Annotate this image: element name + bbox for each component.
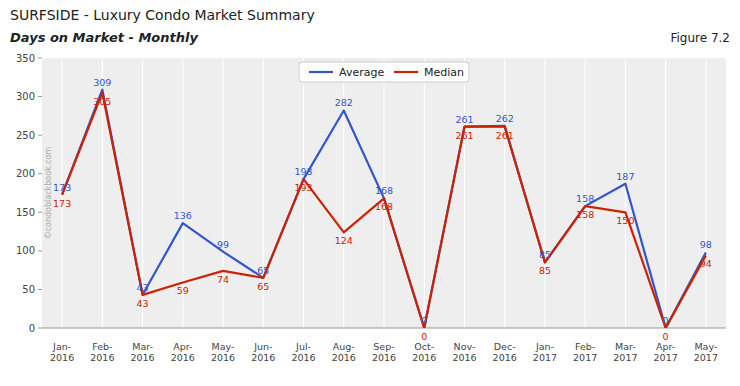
data-label: 158 [576, 193, 594, 204]
grid-line [223, 58, 224, 328]
data-label: 193 [294, 182, 312, 193]
y-tick [38, 250, 42, 251]
y-tick-label: 150 [16, 207, 35, 218]
y-tick [38, 328, 42, 329]
y-tick-label: 100 [16, 245, 35, 256]
x-tick-label: May-2017 [694, 341, 718, 363]
watermark: ©condoblackbook.com [44, 146, 53, 239]
y-tick [38, 135, 42, 136]
y-tick [38, 173, 42, 174]
lines-group [62, 90, 706, 328]
x-tick-label: Sep-2016 [372, 341, 396, 363]
y-tick-label: 250 [16, 130, 35, 141]
title: SURFSIDE - Luxury Condo Market Summary [10, 7, 315, 23]
chart-container: SURFSIDE - Luxury Condo Market Summary Da… [0, 0, 740, 386]
x-tick-label: Jan-2017 [533, 341, 557, 363]
y-tick-label: 350 [16, 53, 35, 64]
grid-line [705, 58, 706, 328]
grid-line [665, 58, 666, 328]
data-label: 309 [93, 77, 111, 88]
data-label: 261 [496, 130, 514, 141]
grid-line [464, 58, 465, 328]
x-tick-label: Feb-2016 [90, 341, 114, 363]
x-tick-label: Jun-2016 [251, 341, 275, 363]
data-label: 0 [663, 315, 669, 326]
y-tick-label: 300 [16, 91, 35, 102]
data-label: 305 [93, 96, 111, 107]
data-label: 261 [455, 130, 473, 141]
y-tick [38, 96, 42, 97]
x-tick-label: Jan-2016 [50, 341, 74, 363]
data-label: 74 [217, 274, 229, 285]
x-tick-label: Dec-2016 [493, 341, 517, 363]
data-label: 94 [700, 258, 712, 269]
subtitle: Days on Market - Monthly [10, 30, 198, 45]
data-label: 168 [375, 201, 393, 212]
data-label: 0 [421, 315, 427, 326]
data-label: 261 [455, 114, 473, 125]
legend-box [299, 62, 469, 82]
data-label: 158 [576, 209, 594, 220]
data-label: 173 [53, 182, 71, 193]
x-tick-label: May-2016 [211, 341, 235, 363]
x-tick-label: Apr-2016 [171, 341, 195, 363]
data-label: 99 [217, 239, 229, 250]
data-label: 65 [257, 265, 269, 276]
x-tick-label: Jul-2016 [291, 341, 315, 363]
x-tick-label: Mar-2016 [130, 341, 154, 363]
y-tick [38, 58, 42, 59]
legend: Average Median [299, 62, 469, 82]
grid-line [544, 58, 545, 328]
legend-swatch [309, 71, 333, 73]
data-label: 136 [174, 210, 192, 221]
data-label: 187 [616, 171, 634, 182]
data-label: 98 [700, 239, 712, 250]
figure-label: Figure 7.2 [670, 31, 730, 45]
grid-line [625, 58, 626, 328]
data-label: 0 [421, 331, 427, 342]
data-label: 43 [137, 282, 149, 293]
data-label: 124 [335, 235, 353, 246]
y-tick-label: 0 [29, 323, 35, 334]
x-tick-label: Mar-2017 [613, 341, 637, 363]
y-tick-label: 200 [16, 168, 35, 179]
grid-line [424, 58, 425, 328]
x-tick-label: Apr-2017 [654, 341, 678, 363]
y-tick [38, 289, 42, 290]
data-label: 150 [616, 215, 634, 226]
data-label: 59 [177, 285, 189, 296]
data-label: 262 [496, 113, 514, 124]
series-line [62, 90, 706, 328]
data-label: 65 [257, 281, 269, 292]
grid-line [504, 58, 505, 328]
y-tick [38, 212, 42, 213]
data-label: 282 [335, 97, 353, 108]
legend-entry: Median [424, 66, 464, 79]
plot-background [42, 58, 726, 328]
chart-svg: SURFSIDE - Luxury Condo Market Summary Da… [0, 0, 740, 386]
legend-swatch [394, 71, 418, 73]
y-tick-label: 50 [22, 284, 35, 295]
legend-entry: Average [339, 66, 384, 79]
x-tick-label: Oct-2016 [412, 341, 436, 363]
data-label: 173 [53, 198, 71, 209]
x-axis [42, 328, 726, 329]
data-label: 85 [539, 265, 551, 276]
data-label: 168 [375, 185, 393, 196]
data-label: 0 [663, 331, 669, 342]
data-label: 193 [294, 166, 312, 177]
x-tick-label: Aug-2016 [332, 341, 356, 363]
data-label: 85 [539, 249, 551, 260]
series-line [62, 93, 706, 328]
x-tick-label: Feb-2017 [573, 341, 597, 363]
data-label: 43 [137, 298, 149, 309]
x-tick-label: Nov-2016 [452, 341, 476, 363]
